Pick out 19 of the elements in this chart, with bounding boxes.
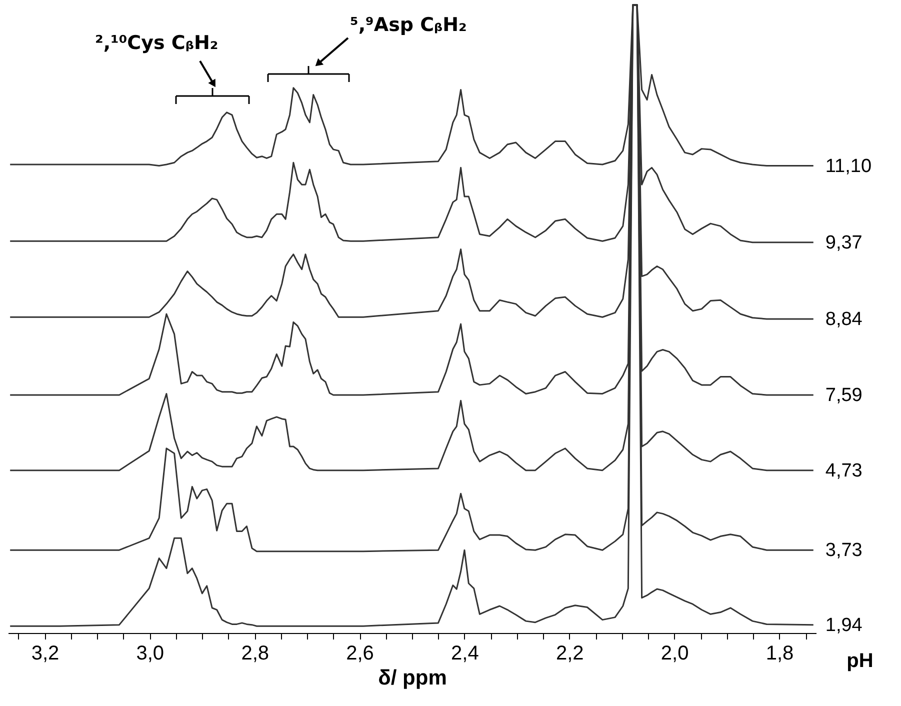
annotation: ²,¹⁰Cys CᵦH₂: [95, 32, 218, 54]
annotation: ⁵,⁹Asp CᵦH₂: [350, 14, 467, 36]
x-tick-label: 2,0: [660, 642, 689, 664]
x-axis-title: δ/ ppm: [378, 666, 447, 690]
series-label: 3,73: [825, 540, 862, 562]
x-tick-label: 3,0: [136, 642, 164, 664]
x-tick-label: 2,6: [346, 642, 374, 664]
series-label: 11,10: [825, 156, 872, 177]
x-tick-label: 1,8: [766, 642, 794, 664]
series-label: 8,84: [825, 309, 863, 330]
series-label: 1,94: [825, 614, 863, 636]
x-tick-label: 2,2: [556, 642, 584, 664]
x-tick-label: 2,4: [451, 642, 479, 664]
x-tick-label: 3,2: [31, 642, 60, 664]
x-tick-label: 2,8: [241, 642, 270, 664]
legend-title: pH: [846, 650, 874, 672]
series-label: 7,59: [825, 384, 862, 406]
series-label: 4,73: [825, 460, 862, 482]
series-label: 9,37: [825, 232, 862, 254]
